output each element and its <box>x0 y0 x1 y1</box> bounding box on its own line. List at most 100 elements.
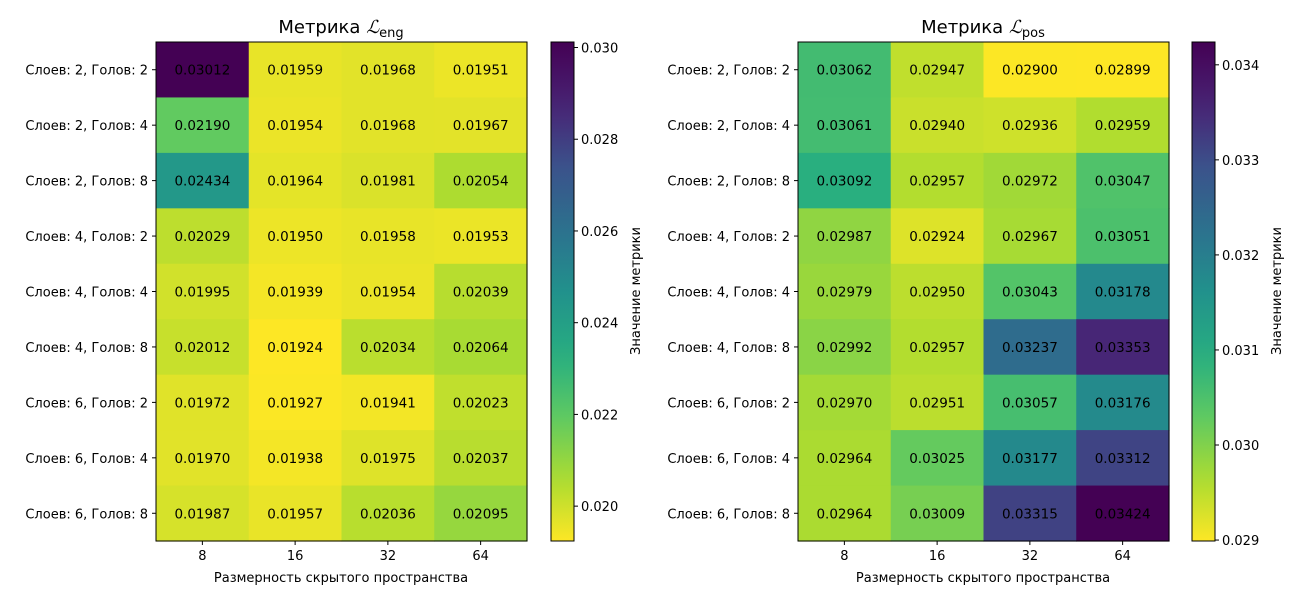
heatmap-cell <box>798 374 892 431</box>
heatmap-cell <box>248 430 343 487</box>
y-tick-label: Слоев: 4, Голов: 4 <box>667 286 790 301</box>
heatmap-cell <box>434 97 528 154</box>
y-axis-ticks: Слоев: 2, Голов: 2 Слоев: 2, Голов: 4 Слое… <box>667 64 798 522</box>
heatmap-cell <box>983 374 1077 431</box>
cell-value-label: 0.01975 <box>360 451 416 467</box>
heatmap-cell <box>1076 208 1170 265</box>
heatmap-cell <box>156 152 250 209</box>
cell-value-label: 0.02039 <box>453 285 509 301</box>
cell-value-label: 0.01958 <box>360 229 416 245</box>
heatmap-cell <box>798 97 892 154</box>
x-axis-label: Размерность скрытого пространства <box>856 571 1110 586</box>
colorbar: 0.029 0.030 0.031 0.032 0.033 0.034 Значение … <box>1191 41 1285 549</box>
x-tick-label: 8 <box>198 549 206 564</box>
heatmap-cell <box>341 485 435 542</box>
cell-value-label: 0.02900 <box>1002 63 1058 79</box>
y-tick-label: Слоев: 6, Голов: 8 <box>667 507 790 522</box>
cell-value-label: 0.02979 <box>816 285 872 301</box>
cell-value-label: 0.03051 <box>1095 229 1151 245</box>
y-tick-label: Слоев: 6, Голов: 4 <box>25 452 148 467</box>
heatmap-cell <box>248 42 343 99</box>
cell-value-label: 0.02957 <box>909 340 965 356</box>
heatmap-cell <box>983 97 1077 154</box>
cell-value-label: 0.01938 <box>267 451 323 467</box>
heatmap-cell <box>248 319 343 376</box>
heatmap-cell <box>798 152 892 209</box>
heatmap-cell <box>341 319 435 376</box>
y-tick-label: Слоев: 2, Голов: 8 <box>667 175 790 190</box>
cell-value-label: 0.02951 <box>909 395 965 411</box>
colorbar-tick-label: 0.020 <box>581 500 618 515</box>
x-tick-label: 32 <box>380 549 397 564</box>
heatmap-cell <box>341 263 435 320</box>
heatmap-cell <box>248 97 343 154</box>
cell-value-label: 0.03025 <box>909 451 965 467</box>
cell-value-label: 0.03315 <box>1002 506 1058 522</box>
cell-value-label: 0.02947 <box>909 63 965 79</box>
cell-value-label: 0.01953 <box>453 229 509 245</box>
heatmap-cell <box>248 374 343 431</box>
cell-value-label: 0.01970 <box>174 451 230 467</box>
x-tick-label: 64 <box>1114 549 1131 564</box>
colorbar-tick-label: 0.033 <box>1222 154 1259 169</box>
x-axis-ticks: 8 16 32 64 <box>840 541 1131 564</box>
heatmap-cell <box>341 42 435 99</box>
y-tick-label: Слоев: 4, Голов: 4 <box>25 286 148 301</box>
heatmap-cell <box>248 263 343 320</box>
heatmap-cell <box>983 485 1077 542</box>
chart-title: Метрика ℒpos <box>921 17 1045 41</box>
cell-value-label: 0.01987 <box>174 506 230 522</box>
cell-value-label: 0.01964 <box>267 174 323 190</box>
cell-value-label: 0.03178 <box>1095 285 1151 301</box>
x-tick-label: 32 <box>1022 549 1039 564</box>
heatmap-cell <box>341 97 435 154</box>
heatmap-cell <box>156 430 250 487</box>
heatmap-cell <box>890 263 985 320</box>
cell-value-label: 0.03012 <box>174 63 230 79</box>
y-tick-label: Слоев: 4, Голов: 8 <box>25 341 148 356</box>
colorbar-tick-label: 0.030 <box>1222 439 1259 454</box>
cell-value-label: 0.02970 <box>816 395 872 411</box>
heatmap-cell <box>983 319 1077 376</box>
colorbar-gradient <box>1192 42 1215 541</box>
cell-value-label: 0.01968 <box>360 118 416 134</box>
x-axis-ticks: 8 16 32 64 <box>198 541 489 564</box>
x-tick-label: 16 <box>287 549 304 564</box>
heatmap-cell <box>798 430 892 487</box>
heatmap-cell <box>983 208 1077 265</box>
heatmap-cell <box>248 208 343 265</box>
y-tick-label: Слоев: 4, Голов: 8 <box>667 341 790 356</box>
cell-value-label: 0.03092 <box>816 174 872 190</box>
heatmap-cell <box>798 319 892 376</box>
cell-value-label: 0.01957 <box>267 506 323 522</box>
y-tick-label: Слоев: 2, Голов: 2 <box>667 64 790 79</box>
heatmap-cell <box>983 263 1077 320</box>
heatmap-cell <box>341 374 435 431</box>
cell-value-label: 0.03009 <box>909 506 965 522</box>
cell-value-label: 0.01968 <box>360 63 416 79</box>
heatmap-cell <box>1076 97 1170 154</box>
heatmap-cells: 0.03012 0.01959 0.01968 0.01951 0.02190 0.019… <box>156 42 528 542</box>
heatmap-cell <box>798 208 892 265</box>
heatmap-cell <box>983 430 1077 487</box>
cell-value-label: 0.01951 <box>453 63 509 79</box>
chart-title: Метрика ℒeng <box>278 17 403 41</box>
heatmap-cell <box>1076 42 1170 99</box>
heatmap-cell <box>434 208 528 265</box>
cell-value-label: 0.03176 <box>1095 395 1151 411</box>
y-tick-label: Слоев: 6, Голов: 4 <box>667 452 790 467</box>
heatmap-cell <box>248 152 343 209</box>
cell-value-label: 0.03062 <box>816 63 872 79</box>
heatmap-cell <box>1076 374 1170 431</box>
colorbar-tick-label: 0.022 <box>581 408 618 423</box>
heatmap-cell <box>434 263 528 320</box>
x-tick-label: 16 <box>929 549 946 564</box>
colorbar-ticks: 0.020 0.022 0.024 0.026 0.028 0.030 <box>574 42 618 515</box>
y-tick-label: Слоев: 2, Голов: 2 <box>25 64 148 79</box>
colorbar-tick-label: 0.031 <box>1222 344 1259 359</box>
heatmap-cell <box>156 485 250 542</box>
heatmap-cell <box>1076 263 1170 320</box>
cell-value-label: 0.02029 <box>174 229 230 245</box>
cell-value-label: 0.02940 <box>909 118 965 134</box>
